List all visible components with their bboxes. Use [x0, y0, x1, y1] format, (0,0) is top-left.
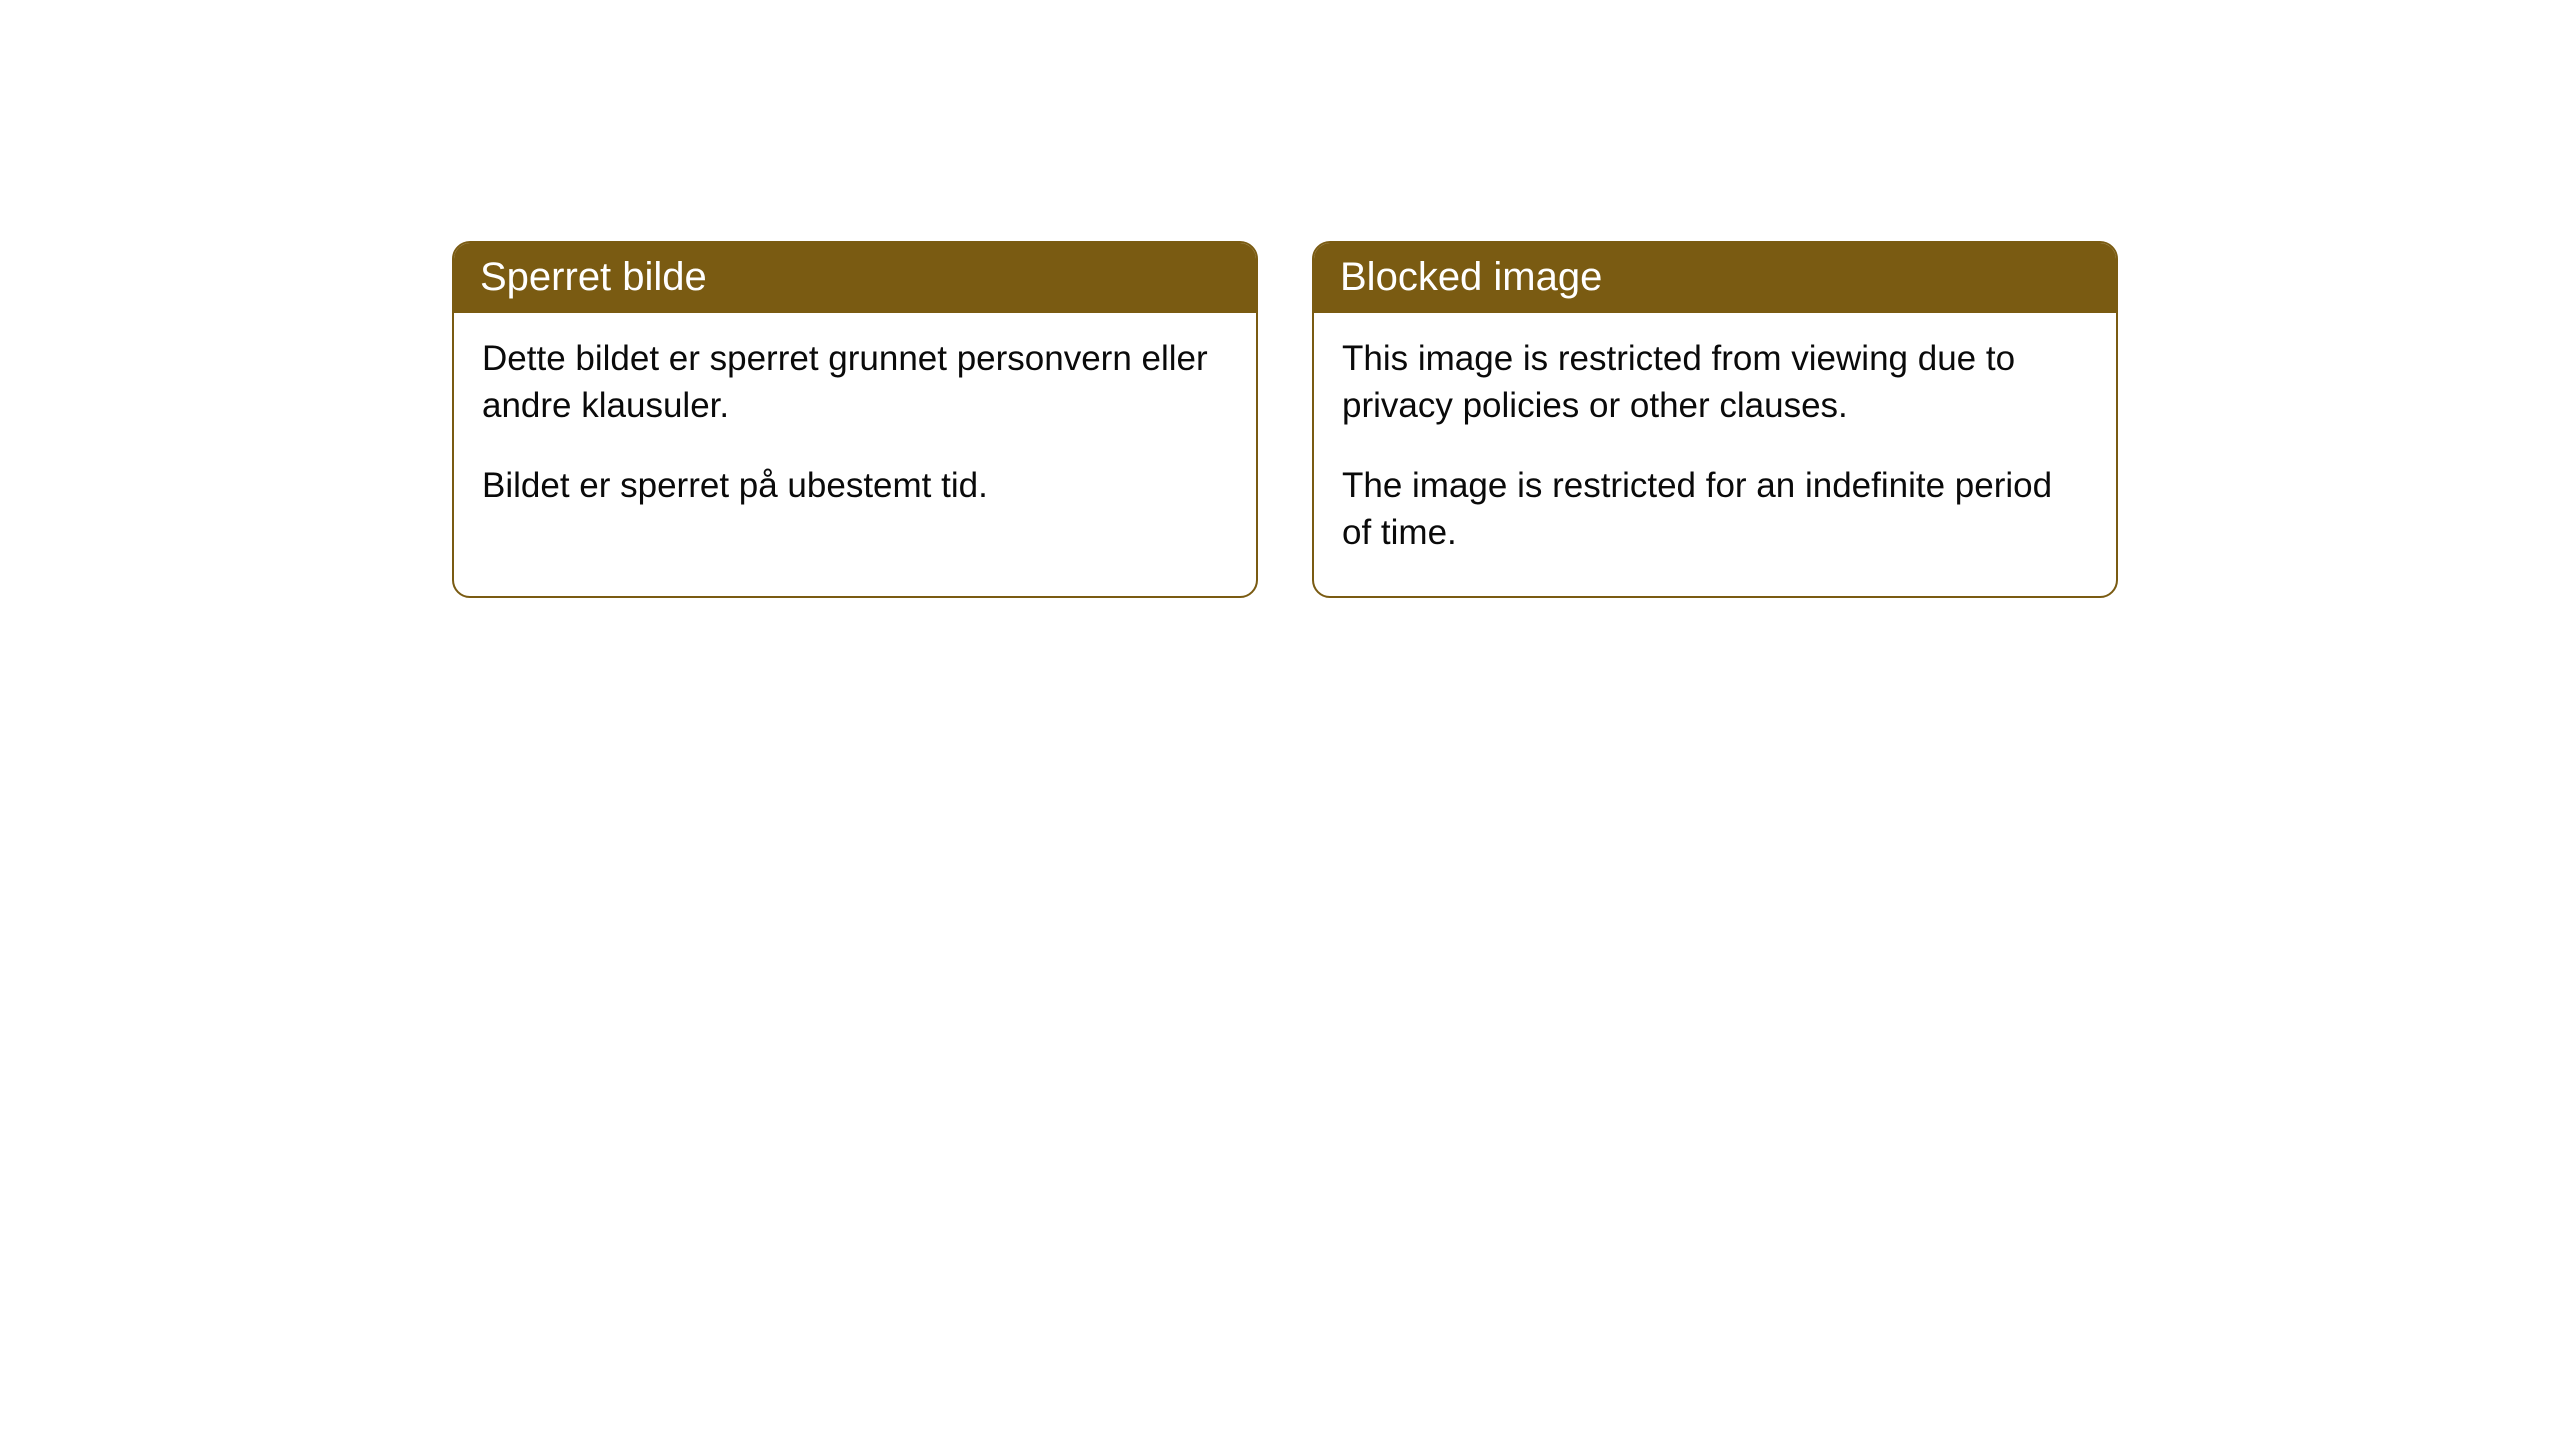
card-body: Dette bildet er sperret grunnet personve… [454, 313, 1256, 549]
card-paragraph: Bildet er sperret på ubestemt tid. [482, 462, 1228, 509]
card-paragraph: Dette bildet er sperret grunnet personve… [482, 335, 1228, 430]
card-title: Sperret bilde [480, 255, 707, 299]
card-header: Blocked image [1314, 243, 2116, 313]
card-body: This image is restricted from viewing du… [1314, 313, 2116, 596]
card-header: Sperret bilde [454, 243, 1256, 313]
notice-card-norwegian: Sperret bilde Dette bildet er sperret gr… [452, 241, 1258, 598]
notice-card-english: Blocked image This image is restricted f… [1312, 241, 2118, 598]
card-title: Blocked image [1340, 255, 1602, 299]
card-paragraph: The image is restricted for an indefinit… [1342, 462, 2088, 557]
notice-container: Sperret bilde Dette bildet er sperret gr… [452, 241, 2118, 598]
card-paragraph: This image is restricted from viewing du… [1342, 335, 2088, 430]
